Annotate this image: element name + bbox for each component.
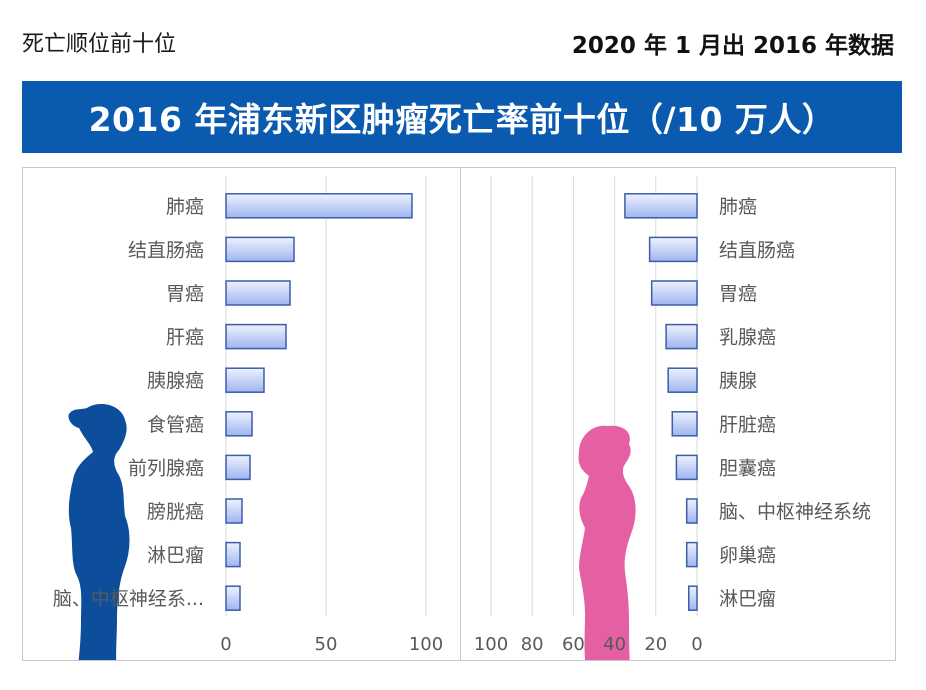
male-bar bbox=[225, 236, 295, 263]
data-source-date: 2020 年 1 月出 2016 年数据 bbox=[571, 33, 894, 59]
female-bar bbox=[665, 323, 698, 350]
female-category-label: 卵巢癌 bbox=[719, 545, 776, 567]
x-tick-label: 100 bbox=[409, 634, 443, 655]
female-bar bbox=[624, 193, 698, 219]
male-bar bbox=[225, 498, 243, 524]
male-category-label: 脑、中枢神经系... bbox=[53, 588, 204, 610]
female-bar bbox=[650, 280, 698, 306]
female-bar bbox=[667, 367, 698, 393]
female-bar bbox=[685, 541, 698, 568]
page-subject-label: 死亡顺位前十位 bbox=[22, 32, 177, 57]
female-category-label: 肺癌 bbox=[719, 196, 757, 218]
female-category-label: 脑、中枢神经系统 bbox=[719, 501, 871, 523]
x-tick-label: 0 bbox=[691, 634, 702, 655]
female-category-label: 淋巴瘤 bbox=[719, 588, 776, 610]
male-bar bbox=[225, 541, 241, 568]
male-bar bbox=[225, 585, 241, 611]
male-bar bbox=[225, 411, 253, 437]
female-bar-chart: 100 80 60 40 20 0 肺癌结直肠癌胃癌乳腺癌胰腺肝脏癌胆囊癌脑、中枢神经系统卵… bbox=[474, 176, 871, 660]
female-bar bbox=[671, 411, 698, 437]
male-silhouette bbox=[68, 404, 130, 660]
x-tick-label: 50 bbox=[315, 634, 338, 655]
male-category-label: 肝癌 bbox=[166, 327, 204, 349]
female-bar bbox=[685, 498, 698, 524]
female-category-label: 乳腺癌 bbox=[719, 327, 776, 349]
male-bar bbox=[225, 280, 291, 306]
female-category-label: 胰腺 bbox=[719, 370, 757, 392]
chart-title-banner: 2016 年浦东新区肿瘤死亡率前十位（/10 万人） bbox=[22, 81, 902, 153]
male-category-label: 膀胱癌 bbox=[147, 501, 204, 523]
male-category-label: 胃癌 bbox=[166, 283, 204, 305]
female-chart-panel: 100 80 60 40 20 0 肺癌结直肠癌胃癌乳腺癌胰腺肝脏癌胆囊癌脑、中枢神经系统卵… bbox=[460, 167, 896, 661]
male-category-label: 结直肠癌 bbox=[128, 239, 204, 261]
x-tick-label: 100 bbox=[474, 634, 508, 655]
female-category-label: 胃癌 bbox=[719, 283, 757, 305]
male-category-label: 肺癌 bbox=[166, 196, 204, 218]
male-bar-chart: 0 50 100 肺癌结直肠癌胃癌肝癌胰腺癌食管癌前列腺癌膀胱癌淋巴瘤脑、中枢神经系.… bbox=[53, 176, 443, 660]
female-category-label: 结直肠癌 bbox=[719, 239, 795, 261]
female-bar bbox=[675, 454, 698, 481]
male-category-label: 食管癌 bbox=[147, 414, 204, 436]
x-tick-label: 20 bbox=[644, 634, 667, 655]
x-tick-label: 40 bbox=[603, 634, 626, 655]
female-bar bbox=[688, 585, 698, 611]
male-bar bbox=[225, 454, 251, 481]
x-tick-label: 80 bbox=[521, 634, 544, 655]
male-category-label: 胰腺癌 bbox=[147, 370, 204, 392]
male-bar bbox=[225, 193, 413, 219]
male-category-label: 淋巴瘤 bbox=[147, 545, 204, 567]
x-tick-label: 60 bbox=[562, 634, 585, 655]
male-bar bbox=[225, 367, 265, 393]
female-category-label: 胆囊癌 bbox=[719, 457, 776, 479]
male-category-label: 前列腺癌 bbox=[128, 457, 204, 479]
male-bar bbox=[225, 323, 287, 350]
x-tick-label: 0 bbox=[220, 634, 231, 655]
male-chart-panel: 0 50 100 肺癌结直肠癌胃癌肝癌胰腺癌食管癌前列腺癌膀胱癌淋巴瘤脑、中枢神经系.… bbox=[22, 167, 462, 661]
female-bar bbox=[648, 236, 698, 263]
female-silhouette bbox=[578, 425, 636, 660]
female-category-label: 肝脏癌 bbox=[719, 414, 776, 436]
